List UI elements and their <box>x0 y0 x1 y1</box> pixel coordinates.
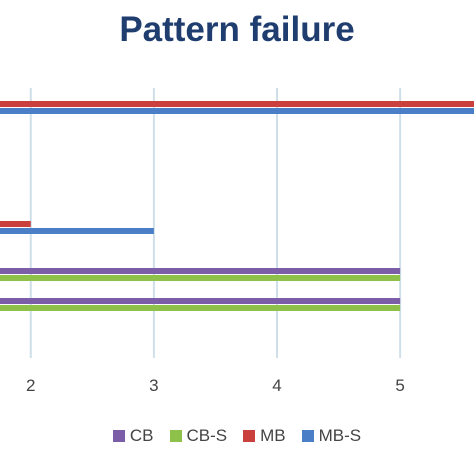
x-tick-label: 3 <box>149 376 158 395</box>
legend-swatch <box>169 430 182 442</box>
chart-title: Pattern failure <box>119 10 355 49</box>
legend-item: MB <box>243 426 286 446</box>
legend-swatch <box>112 430 125 442</box>
legend: CB CB-S MB MB-S <box>0 426 474 446</box>
legend-label: MB <box>260 426 286 445</box>
bar-mb <box>0 101 474 107</box>
bar-mb <box>0 221 31 227</box>
legend-label: CB-S <box>186 426 228 445</box>
legend-item: CB <box>112 426 154 446</box>
bar-cb-s <box>0 305 401 311</box>
bar-cb <box>0 268 401 274</box>
legend-swatch <box>243 430 256 442</box>
bar-mb-s <box>0 228 154 234</box>
legend-item: CB-S <box>169 426 228 446</box>
legend-label: MB-S <box>318 426 362 445</box>
legend-item: MB-S <box>301 426 362 446</box>
legend-swatch <box>301 430 314 442</box>
legend-label: CB <box>129 426 154 445</box>
x-tick-label: 2 <box>26 376 35 395</box>
bar-cb <box>0 298 401 304</box>
bar-mb-s <box>0 108 474 114</box>
x-tick-label: 5 <box>395 376 404 395</box>
x-tick-label: 4 <box>272 376 281 395</box>
bar-cb-s <box>0 275 401 281</box>
